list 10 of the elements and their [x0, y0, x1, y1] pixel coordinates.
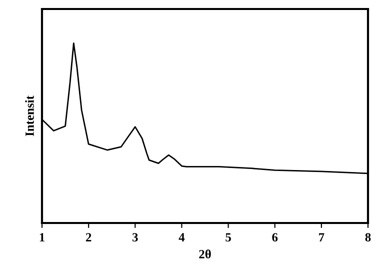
x-tick-label: 4 — [178, 233, 185, 242]
x-tick-label: 6 — [272, 233, 278, 242]
x-tick-label: 1 — [40, 233, 44, 242]
y-axis-title: Intensit — [25, 96, 34, 136]
x-tick-label: 8 — [365, 233, 371, 242]
x-axis-title: 2θ — [199, 250, 211, 258]
x-tick-label: 5 — [226, 233, 231, 242]
x-tick-label: 3 — [132, 233, 138, 242]
x-tick-label: 7 — [319, 233, 324, 242]
x-tick-label: 2 — [86, 233, 92, 242]
